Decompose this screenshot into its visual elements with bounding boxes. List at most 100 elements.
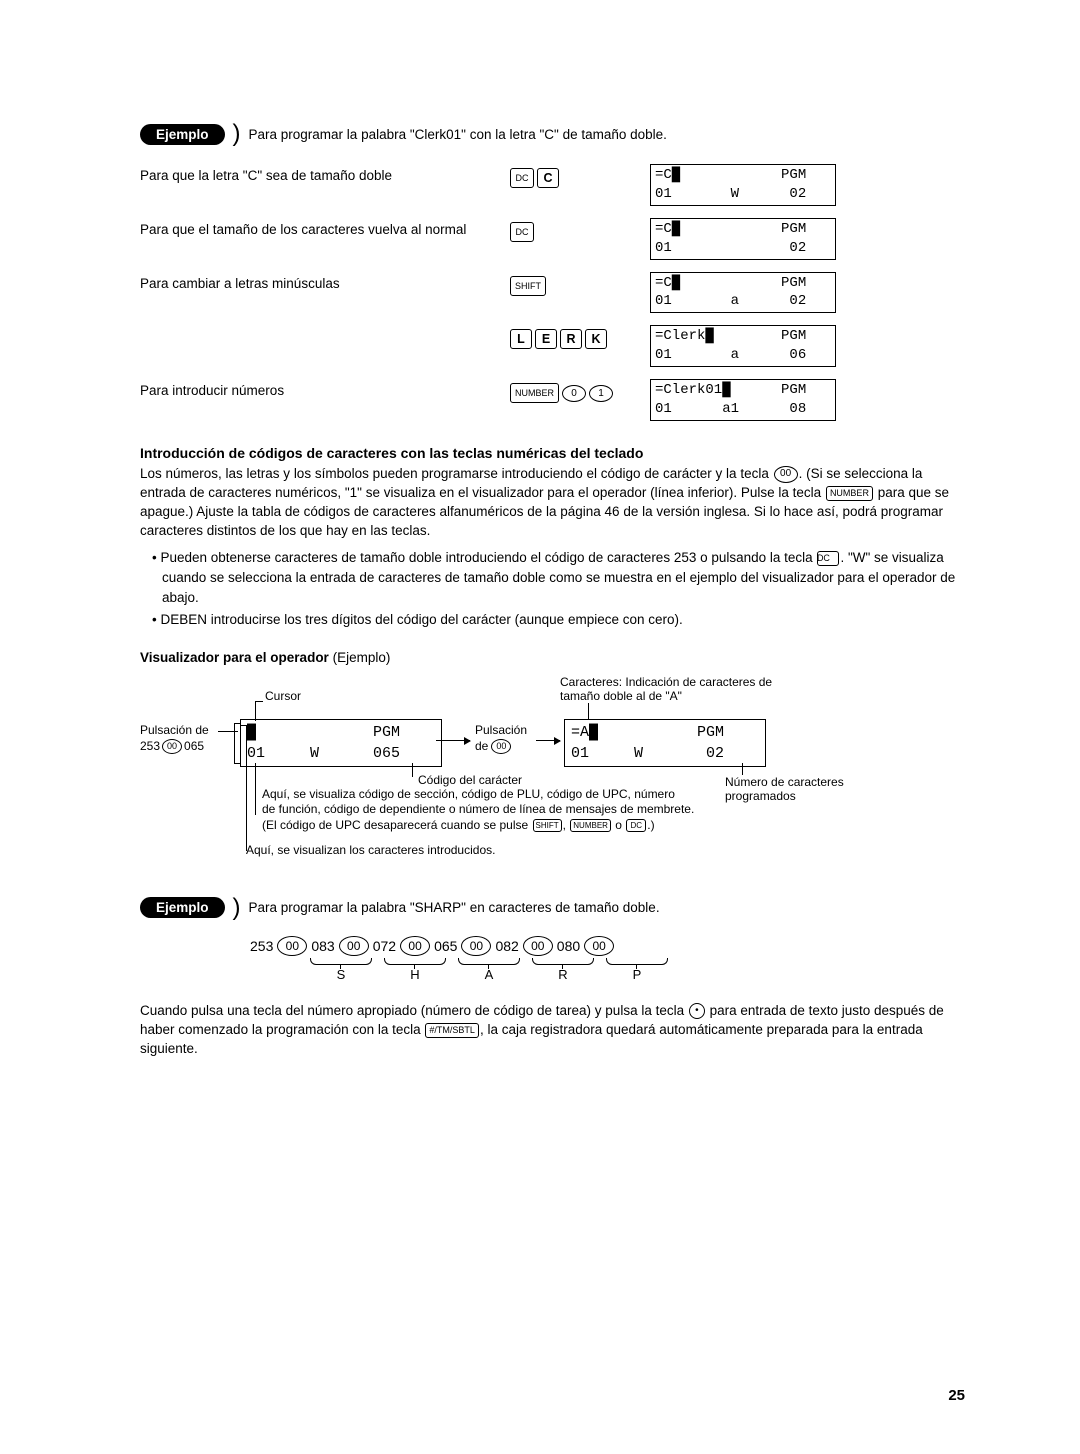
key-00-icon: 00 [774, 466, 798, 483]
step-keys: LERK [510, 325, 650, 349]
page-number: 25 [948, 1387, 965, 1404]
para-text: Los números, las letras y los símbolos p… [140, 466, 773, 481]
letter-label: P [600, 967, 674, 982]
label-253-065: 253 00 065 [140, 739, 204, 754]
label-pulsacion: Pulsación [475, 723, 527, 737]
key-00-icon: 00 [339, 936, 369, 956]
step-description: Para que el tamaño de los caracteres vue… [140, 218, 510, 237]
display-panel: =Clerk01█ PGM 01 a1 08 [650, 379, 836, 421]
closing-paragraph: Cuando pulsa una tecla del número apropi… [140, 1002, 965, 1059]
display-panel: =Clerk█ PGM 01 a 06 [650, 325, 836, 367]
ejemplo-pill: Ejemplo [140, 897, 225, 918]
bullet-list: • Pueden obtenerse caracteres de tamaño … [140, 548, 965, 629]
key-icon: E [535, 329, 557, 349]
step-keys: SHIFT [510, 272, 650, 296]
code-number: 083 [311, 938, 334, 954]
label-codigo: Código del carácter [418, 773, 522, 787]
letter-group: P [600, 958, 674, 982]
connector-line [234, 723, 235, 763]
visualizer-heading: Visualizador para el operador (Ejemplo) [140, 650, 965, 665]
connector-line [234, 763, 240, 764]
example-1-intro: Para programar la palabra "Clerk01" con … [249, 127, 667, 142]
bullet-text: DEBEN introducirse los tres dígitos del … [160, 612, 682, 627]
connector-line [246, 725, 247, 851]
connector-line [218, 731, 238, 732]
step-keys: NUMBER01 [510, 379, 650, 403]
closing-text: Cuando pulsa una tecla del número apropi… [140, 1003, 688, 1018]
key-00-icon: 00 [277, 936, 307, 956]
step-description: Para introducir números [140, 379, 510, 398]
step-row: Para cambiar a letras minúsculasSHIFT =C█… [140, 272, 965, 314]
label-de-00: de 00 [475, 739, 511, 754]
display-1: █ PGM 01 W 065 [240, 719, 442, 767]
arrow-icon [536, 740, 560, 741]
label-num-chars: Número de caracteresprogramados [725, 775, 844, 803]
underbrace-icon [606, 958, 668, 965]
paren-icon: ) [233, 894, 241, 922]
key-icon: L [510, 329, 532, 349]
connector-line [240, 725, 246, 726]
example-1-header: Ejemplo ) Para programar la palabra "Cle… [140, 120, 965, 148]
key-dot-icon: • [689, 1003, 705, 1019]
key-number-icon: NUMBER [826, 486, 873, 501]
code-number: 080 [557, 938, 580, 954]
key-00-icon: 00 [584, 936, 614, 956]
step-description [140, 325, 510, 329]
letter-label: H [378, 967, 452, 982]
letter-group: H [378, 958, 452, 982]
sharp-key-row: 253000830007200065000820008000 [250, 936, 965, 956]
ejemplo-pill: Ejemplo [140, 124, 225, 145]
code-number: 253 [250, 938, 273, 954]
underbrace-icon [458, 958, 520, 965]
letter-label: S [304, 967, 378, 982]
step-description: Para cambiar a letras minúsculas [140, 272, 510, 291]
section-2-heading: Introducción de códigos de caracteres co… [140, 445, 965, 461]
label-chars: Caracteres: Indicación de caracteres det… [560, 675, 772, 703]
step-row: Para introducir númerosNUMBER01=Clerk01█… [140, 379, 965, 421]
key-icon: R [560, 329, 582, 349]
sharp-letter-row: SHARP [304, 958, 965, 982]
visualizer-heading-bold: Visualizador para el operador [140, 650, 329, 665]
letter-group: A [452, 958, 526, 982]
visualizer-heading-rest: (Ejemplo) [329, 650, 391, 665]
code-number: 082 [495, 938, 518, 954]
display-panel: =C█ PGM 01 W 02 [650, 164, 836, 206]
key-icon: C [537, 168, 559, 188]
key-00-icon: 00 [523, 936, 553, 956]
operator-display-diagram: Pulsación de 253 00 065 Cursor █ PGM 01 … [140, 675, 965, 870]
key-00-icon: 00 [461, 936, 491, 956]
letter-group: S [304, 958, 378, 982]
example-2-intro: Para programar la palabra "SHARP" en car… [249, 900, 660, 915]
key-icon: K [585, 329, 607, 349]
step-keys: DC [510, 218, 650, 242]
connector-line [742, 763, 743, 775]
paren-icon: ) [233, 120, 241, 148]
arrow-icon [436, 740, 470, 741]
label-aqui-2: Aquí, se visualizan los caracteres intro… [246, 843, 495, 857]
example-2-header: Ejemplo ) Para programar la palabra "SHA… [140, 894, 965, 922]
code-number: 065 [434, 938, 457, 954]
step-description: Para que la letra "C" sea de tamaño dobl… [140, 164, 510, 183]
key-icon: DC [510, 168, 534, 188]
key-icon: SHIFT [510, 276, 546, 296]
letter-group: R [526, 958, 600, 982]
connector-line [255, 701, 263, 702]
display-panel: =C█ PGM 01 a 02 [650, 272, 836, 314]
section-2-para: Los números, las letras y los símbolos p… [140, 465, 965, 541]
connector-line [255, 763, 256, 815]
manual-page: Ejemplo ) Para programar la palabra "Cle… [0, 0, 1080, 1454]
underbrace-icon [310, 958, 372, 965]
label-cursor: Cursor [265, 689, 301, 703]
step-row: Para que la letra "C" sea de tamaño dobl… [140, 164, 965, 206]
connector-line [234, 723, 240, 724]
step-keys: DCC [510, 164, 650, 188]
display-2: =A█ PGM 01 W 02 [564, 719, 766, 767]
underbrace-icon [532, 958, 594, 965]
key-00-icon: 00 [400, 936, 430, 956]
step-row: Para que el tamaño de los caracteres vue… [140, 218, 965, 260]
key-icon: 0 [562, 385, 586, 402]
blk-cursor: █ [247, 724, 256, 741]
sharp-sequence: 253000830007200065000820008000 SHARP [250, 936, 965, 982]
key-dc-icon: DC [817, 551, 839, 566]
label-pulsacion-de: Pulsación de [140, 723, 209, 737]
